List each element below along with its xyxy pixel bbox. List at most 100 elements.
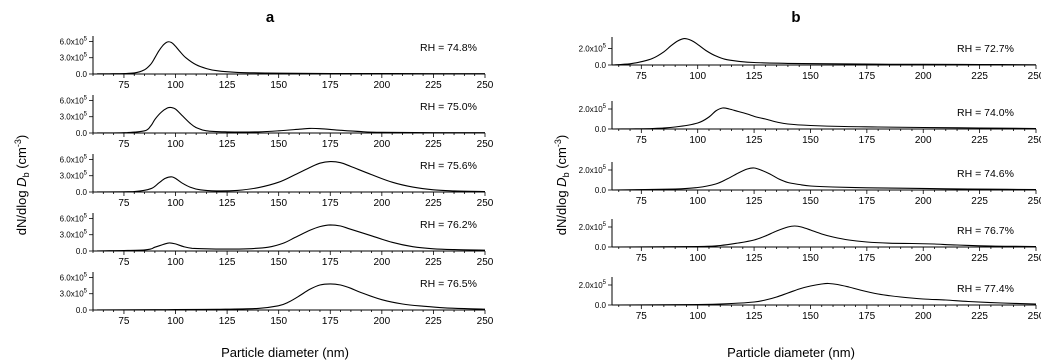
x-tick-label: 250 — [477, 316, 494, 327]
x-tick-label: 75 — [118, 198, 130, 209]
x-tick-label: 225 — [971, 196, 988, 207]
x-tick-label: 75 — [636, 311, 648, 322]
x-tick-label: 225 — [971, 71, 988, 82]
x-tick-label: 250 — [1028, 135, 1041, 146]
x-tick-label: 150 — [802, 311, 819, 322]
x-tick-label: 225 — [971, 135, 988, 146]
series-line — [611, 107, 1037, 130]
subplots: 75 100 125 150 175 200 225 250 0.0 3.0x105 6.0x105… — [60, 36, 1041, 327]
x-tick-label: 250 — [1028, 71, 1041, 82]
y-tick-label: 3.0x105 — [60, 171, 88, 181]
y-tick-label: 0.0 — [76, 188, 88, 197]
subplot-b-4: 75 100 125 150 175 200 225 250 0.0 2.0x105 RH = 76… — [579, 219, 1041, 264]
x-tick-label: 250 — [477, 198, 494, 209]
rh-annotation: RH = 76.2% — [420, 219, 477, 231]
x-tick-label: 175 — [859, 311, 876, 322]
x-tick-label: 200 — [915, 135, 932, 146]
subplot-a-5: 75 100 125 150 175 200 225 250 0.0 3.0x105 6.0x105… — [60, 272, 494, 327]
x-tick-label: 225 — [971, 311, 988, 322]
x-tick-label: 200 — [373, 139, 390, 150]
panel-letter-b: b — [791, 9, 800, 26]
x-tick-label: 175 — [859, 196, 876, 207]
rh-annotation: RH = 74.0% — [957, 107, 1014, 119]
y-tick-label: 3.0x105 — [60, 112, 88, 122]
x-tick-label: 250 — [477, 139, 494, 150]
x-tick-label: 250 — [1028, 196, 1041, 207]
x-tick-label: 125 — [219, 139, 236, 150]
x-tick-label: 175 — [322, 198, 339, 209]
x-axis-label-b: Particle diameter (nm) — [727, 345, 855, 360]
series-line — [97, 41, 485, 75]
y-tick-label: 2.0x105 — [579, 104, 607, 114]
series-line — [611, 167, 1037, 191]
y-tick-label: 3.0x105 — [60, 230, 88, 240]
x-axis-label-a: Particle diameter (nm) — [221, 345, 349, 360]
rh-annotation: RH = 74.6% — [957, 168, 1014, 180]
x-tick-label: 250 — [1028, 253, 1041, 264]
y-tick-label: 6.0x105 — [60, 272, 88, 282]
panel-letter-a: a — [266, 9, 275, 26]
y-tick-label: 0.0 — [595, 125, 607, 134]
y-tick-label: 2.0x105 — [579, 165, 607, 175]
x-tick-label: 100 — [689, 253, 706, 264]
x-tick-label: 200 — [373, 257, 390, 268]
x-tick-label: 150 — [270, 139, 287, 150]
x-tick-label: 75 — [636, 196, 648, 207]
subplot-a-3: 75 100 125 150 175 200 225 250 0.0 3.0x105 6.0x105… — [60, 154, 494, 209]
x-tick-label: 125 — [219, 316, 236, 327]
x-tick-label: 150 — [802, 71, 819, 82]
subplot-b-3: 75 100 125 150 175 200 225 250 0.0 2.0x105 RH = 74… — [579, 162, 1041, 207]
y-tick-label: 0.0 — [595, 243, 607, 252]
x-tick-label: 75 — [636, 135, 648, 146]
subplot-b-1: 75 100 125 150 175 200 225 250 0.0 2.0x105 RH = 72… — [579, 37, 1041, 82]
x-tick-label: 225 — [425, 316, 442, 327]
x-tick-label: 200 — [373, 80, 390, 91]
x-tick-label: 75 — [118, 316, 130, 327]
series-line — [97, 106, 485, 134]
x-tick-label: 125 — [746, 135, 763, 146]
x-tick-label: 75 — [118, 139, 130, 150]
rh-annotation: RH = 74.8% — [420, 42, 477, 54]
x-tick-label: 200 — [915, 196, 932, 207]
y-tick-label: 6.0x105 — [60, 36, 88, 46]
x-tick-label: 175 — [859, 253, 876, 264]
rh-annotation: RH = 75.0% — [420, 101, 477, 113]
subplot-b-2: 75 100 125 150 175 200 225 250 0.0 2.0x105 RH = 74… — [579, 101, 1041, 146]
x-tick-label: 150 — [802, 196, 819, 207]
x-tick-label: 150 — [270, 80, 287, 91]
x-tick-label: 225 — [425, 198, 442, 209]
x-tick-label: 200 — [373, 198, 390, 209]
x-tick-label: 225 — [425, 80, 442, 91]
x-tick-label: 125 — [746, 196, 763, 207]
y-tick-label: 0.0 — [595, 186, 607, 195]
x-tick-label: 150 — [270, 198, 287, 209]
x-tick-label: 175 — [859, 135, 876, 146]
x-tick-label: 100 — [689, 135, 706, 146]
x-tick-label: 100 — [167, 257, 184, 268]
x-tick-label: 200 — [915, 311, 932, 322]
series-line — [97, 283, 486, 311]
x-tick-label: 225 — [971, 253, 988, 264]
x-tick-label: 250 — [477, 257, 494, 268]
x-tick-label: 175 — [859, 71, 876, 82]
subplot-a-2: 75 100 125 150 175 200 225 250 0.0 3.0x105 6.0x105… — [60, 95, 494, 150]
y-tick-label: 0.0 — [76, 247, 88, 256]
rh-annotation: RH = 76.7% — [957, 225, 1014, 237]
x-tick-label: 250 — [1028, 311, 1041, 322]
y-tick-label: 2.0x105 — [579, 222, 607, 232]
y-tick-label: 2.0x105 — [579, 280, 607, 290]
x-tick-label: 125 — [219, 198, 236, 209]
rh-annotation: RH = 77.4% — [957, 283, 1014, 295]
y-tick-label: 6.0x105 — [60, 95, 88, 105]
series-line — [611, 38, 1037, 66]
x-tick-label: 75 — [118, 80, 130, 91]
x-tick-label: 200 — [915, 253, 932, 264]
y-tick-label: 0.0 — [595, 301, 607, 310]
y-tick-label: 0.0 — [76, 306, 88, 315]
x-tick-label: 100 — [167, 139, 184, 150]
y-tick-label: 2.0x105 — [579, 44, 607, 54]
x-tick-label: 200 — [373, 316, 390, 327]
series-line — [97, 161, 486, 193]
y-axis-label-b: dN/dlog Db (cm-3) — [553, 135, 571, 235]
